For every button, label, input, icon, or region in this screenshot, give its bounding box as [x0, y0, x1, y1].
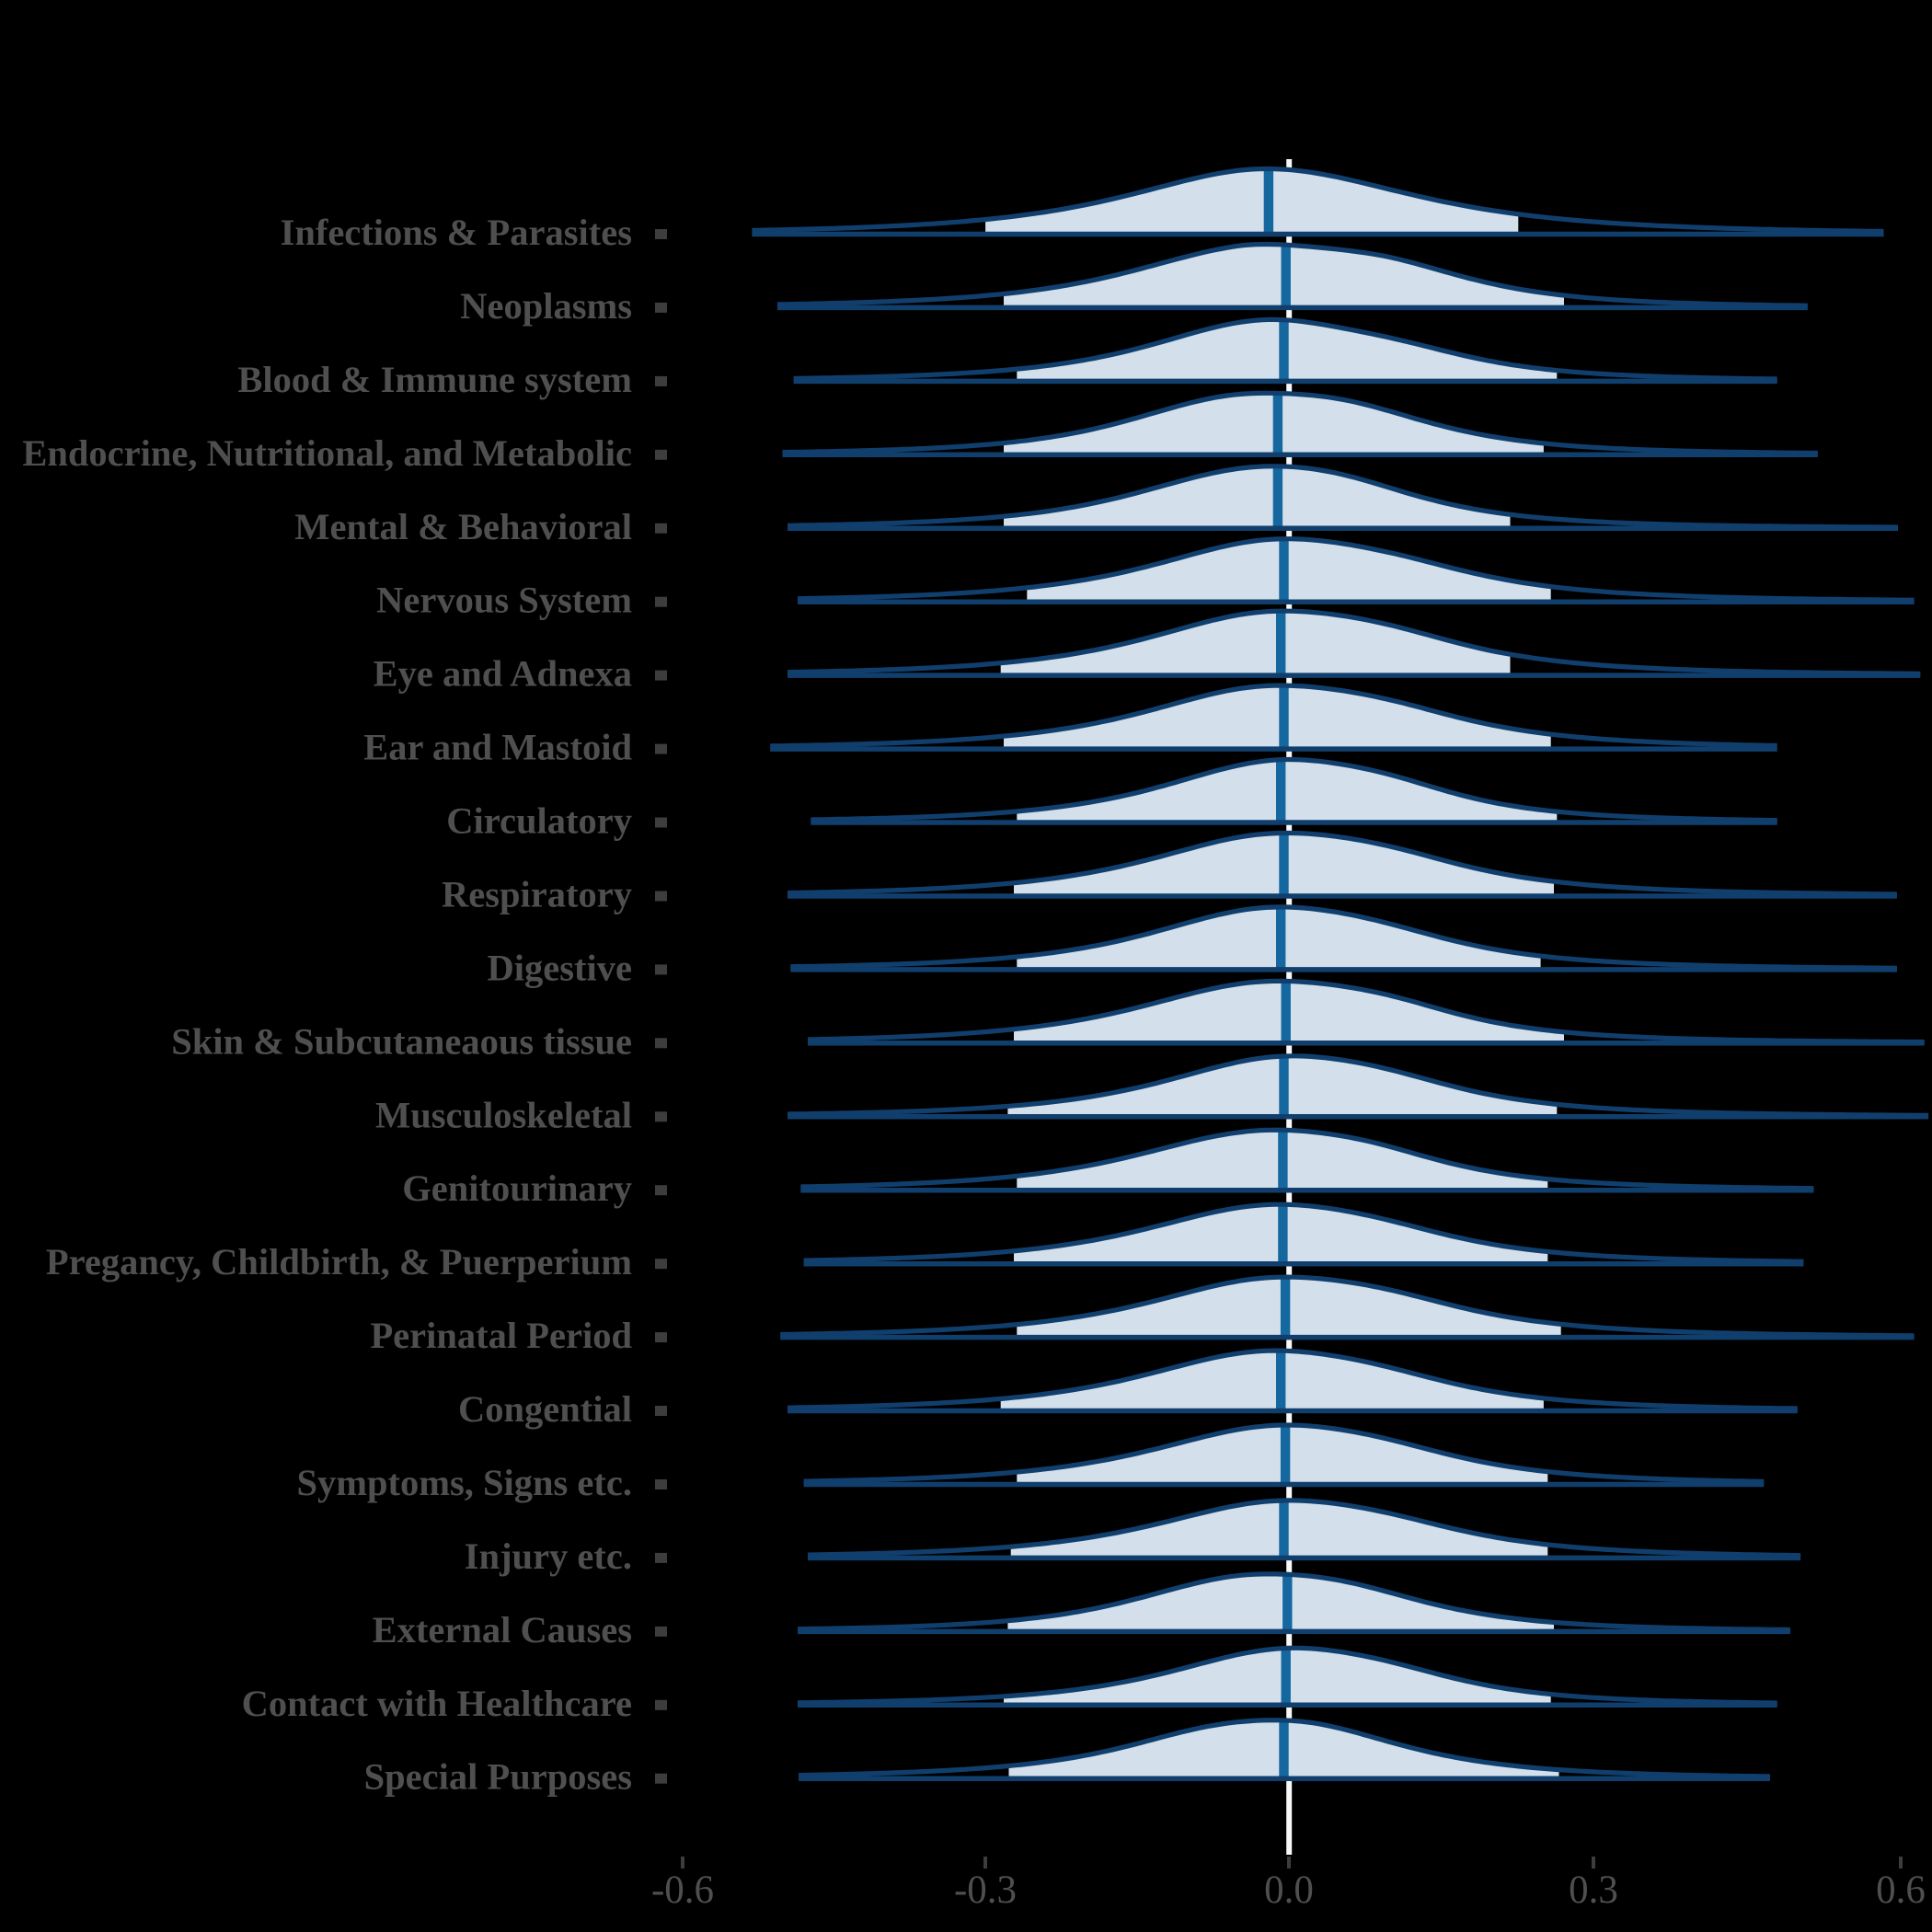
- svg-text:Symptoms, Signs etc.: Symptoms, Signs etc.: [296, 1462, 632, 1503]
- svg-text:Ear and Mastoid: Ear and Mastoid: [363, 727, 632, 768]
- svg-text:Infections & Parasites: Infections & Parasites: [281, 212, 632, 253]
- svg-text:Pregancy, Childbirth, & Puerpe: Pregancy, Childbirth, & Puerperium: [46, 1241, 632, 1282]
- svg-text:Mental & Behavioral: Mental & Behavioral: [294, 506, 632, 547]
- svg-text:0.6: 0.6: [1876, 1869, 1926, 1912]
- svg-text:-0.3: -0.3: [954, 1869, 1017, 1912]
- svg-text:Genitourinary: Genitourinary: [402, 1167, 632, 1209]
- svg-text:External Causes: External Causes: [373, 1609, 632, 1650]
- svg-text:Endocrine, Nutritional, and Me: Endocrine, Nutritional, and Metabolic: [22, 432, 632, 474]
- svg-text:Digestive: Digestive: [488, 947, 632, 988]
- svg-text:Circulatory: Circulatory: [446, 800, 632, 842]
- svg-text:Blood & Immune system: Blood & Immune system: [237, 359, 632, 400]
- svg-text:0.0: 0.0: [1264, 1869, 1314, 1912]
- svg-text:Perinatal Period: Perinatal Period: [370, 1315, 632, 1356]
- svg-text:Nervous System: Nervous System: [376, 580, 632, 621]
- svg-text:Neoplasms: Neoplasms: [460, 285, 632, 327]
- svg-text:Musculoskeletal: Musculoskeletal: [375, 1094, 632, 1135]
- svg-text:Contact with Healthcare: Contact with Healthcare: [242, 1683, 632, 1724]
- svg-text:0.3: 0.3: [1569, 1869, 1618, 1912]
- svg-text:Special Purposes: Special Purposes: [364, 1756, 632, 1798]
- svg-text:Respiratory: Respiratory: [442, 874, 632, 915]
- svg-text:-0.6: -0.6: [651, 1869, 714, 1912]
- svg-text:Injury etc.: Injury etc.: [465, 1535, 632, 1577]
- svg-text:Eye and Adnexa: Eye and Adnexa: [374, 653, 632, 695]
- svg-text:Congential: Congential: [458, 1388, 632, 1430]
- svg-text:Skin & Subcutaneaous tissue: Skin & Subcutaneaous tissue: [171, 1020, 632, 1062]
